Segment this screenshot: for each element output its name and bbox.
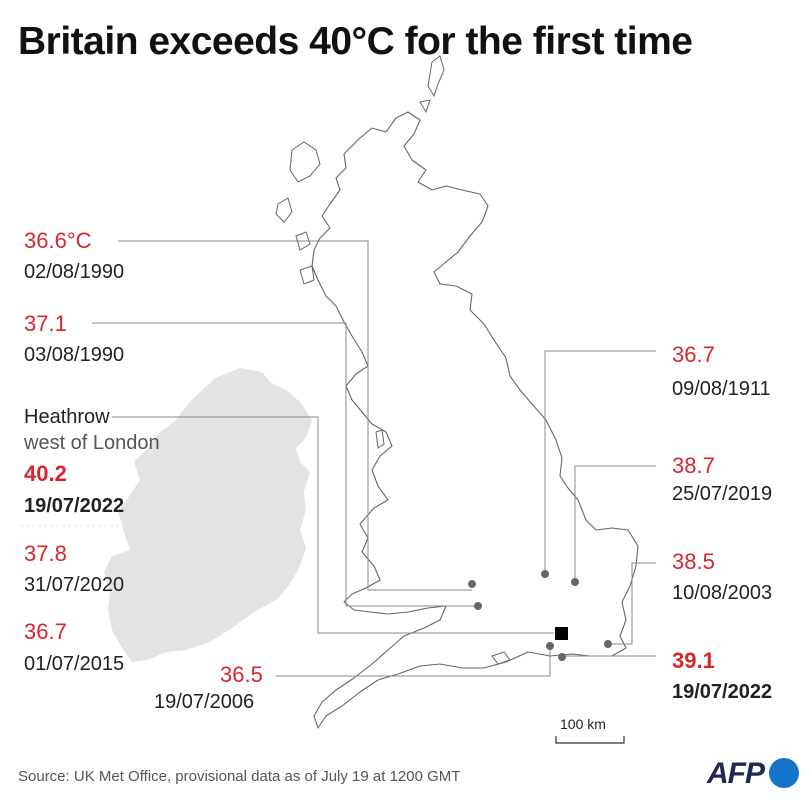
record-location-marker — [468, 580, 476, 588]
record-date-label: 02/08/1990 — [24, 261, 125, 283]
place-label: Heathrow — [24, 406, 110, 428]
scale-bar — [555, 736, 625, 744]
isle-of-man — [375, 429, 385, 449]
record-temp-label: 36.7 — [24, 619, 67, 644]
record-date-label: 03/08/1990 — [24, 344, 125, 366]
afp-logo-text: AFP — [707, 757, 765, 790]
record-location-marker — [558, 653, 566, 661]
place-detail-label: west of London — [24, 432, 160, 454]
record-temp-label: 36.5 — [220, 662, 263, 687]
leader-line-4 — [544, 350, 656, 574]
record-date-label: 19/07/2022 — [672, 681, 773, 703]
hebrides-islands — [275, 141, 321, 285]
leader-line-2 — [92, 322, 478, 607]
leader-line-1 — [118, 240, 472, 591]
record-temp-label: 36.6°C — [24, 228, 92, 253]
ireland-landmass — [104, 368, 312, 662]
record-temp-label: 37.1 — [24, 311, 67, 336]
record-temp-label: 40.2 — [24, 461, 67, 486]
leader-line-6 — [608, 562, 656, 645]
leader-line-5 — [574, 465, 656, 582]
record-date-label: 31/07/2020 — [24, 574, 125, 596]
record-date-label: 25/07/2019 — [672, 483, 773, 505]
heathrow-marker — [555, 627, 568, 640]
record-location-marker — [474, 602, 482, 610]
record-temp-label: 36.7 — [672, 342, 715, 367]
record-location-marker — [604, 640, 612, 648]
record-temp-label: 37.8 — [24, 541, 67, 566]
record-date-label: 19/07/2006 — [154, 691, 255, 713]
shetland-islands — [419, 55, 445, 114]
record-date-label: 09/08/1911 — [672, 378, 771, 400]
record-date-label: 10/08/2003 — [672, 582, 773, 604]
afp-logo-dot — [769, 758, 799, 788]
record-date-label: 19/07/2022 — [24, 495, 125, 517]
isle-of-wight — [491, 651, 511, 665]
record-date-label: 01/07/2015 — [24, 653, 125, 675]
record-temp-label: 38.5 — [672, 549, 715, 574]
leader-line-8 — [276, 646, 551, 677]
leader-line-3 — [112, 416, 554, 634]
record-location-marker — [541, 570, 549, 578]
record-temp-label: 38.7 — [672, 453, 715, 478]
record-location-marker — [571, 578, 579, 586]
page-title: Britain exceeds 40°C for the first time — [18, 20, 693, 63]
britain-coastline — [311, 111, 639, 729]
record-location-marker — [546, 642, 554, 650]
source-note: Source: UK Met Office, provisional data … — [18, 768, 461, 785]
record-temp-label: 39.1 — [672, 648, 715, 673]
scale-label: 100 km — [560, 716, 606, 732]
